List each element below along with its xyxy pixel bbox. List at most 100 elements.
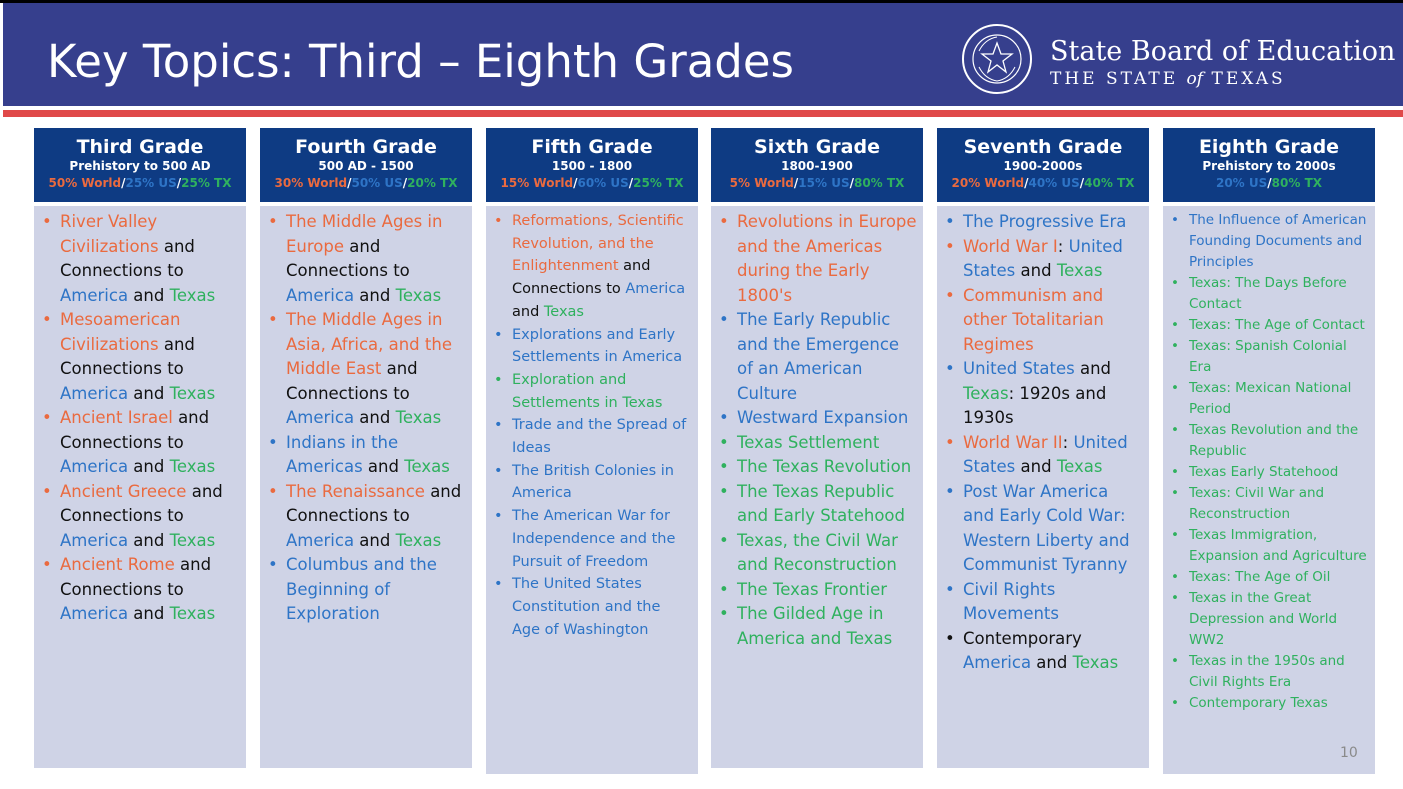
topic-text: Communism and other Totalitarian Regimes [963, 285, 1104, 354]
bullet-icon: • [945, 432, 955, 452]
topic-text: The Early Republic and the Emergence of … [737, 310, 900, 403]
topic-item: • Ancient Greece and Connections to Ameri… [40, 480, 240, 554]
bullet-icon: • [945, 236, 955, 256]
topic-list: • The Progressive Era • World War I: United… [943, 210, 1143, 676]
bullet-icon: • [1171, 695, 1179, 711]
grade-name: Fifth Grade [531, 136, 653, 158]
topic-text: Columbus and the Beginning of Exploratio… [286, 555, 437, 623]
topic-item: • Exploration and Settlements in Texas [492, 369, 692, 414]
topic-item: • The Renaissance and Connections to Amer… [266, 480, 466, 554]
topic-item: • The Texas Revolution [717, 455, 917, 480]
topic-text: Texas [1056, 261, 1103, 280]
bullet-icon: • [42, 408, 52, 427]
bullet-icon: • [1171, 590, 1179, 606]
topic-text: Texas [963, 383, 1009, 403]
topic-text: Post War America and Early Cold War: Wes… [963, 481, 1130, 575]
topic-item: • Contemporary America and Texas [943, 627, 1143, 676]
topic-item: • The Gilded Age in America and Texas [717, 602, 917, 651]
topic-text: and [1031, 653, 1073, 672]
bullet-icon: • [945, 285, 955, 305]
bullet-icon: • [1171, 212, 1179, 228]
bullet-icon: • [945, 359, 955, 378]
bullet-icon: • [494, 326, 503, 343]
bullet-icon: • [268, 310, 278, 329]
topic-item: • Explorations and Early Settlements in A… [492, 324, 692, 369]
topic-text: Texas [1072, 653, 1119, 672]
percentage-segment: / [849, 176, 854, 190]
grade-column-header: Fifth Grade 1500 - 1800 15% World/60% US/2… [486, 128, 698, 202]
topic-item: • The Middle Ages in Asia, Africa, and th… [266, 308, 466, 431]
topic-item: • Texas: Mexican National Period [1169, 378, 1369, 420]
grade-column-header: Sixth Grade 1800-1900 5% World/15% US/80% … [711, 128, 923, 202]
bullet-icon: • [1171, 653, 1179, 669]
grade-column-header: Seventh Grade 1900-2000s 20% World/40% US/… [937, 128, 1149, 202]
topic-list-panel: • The Influence of American Founding Docu… [1163, 206, 1375, 774]
topic-text: Texas [395, 285, 442, 305]
topic-text: The Middle Ages in Asia, Africa, and the… [286, 310, 452, 378]
topic-text: and Connections to [286, 359, 418, 403]
percentage-segment: 25% US [125, 176, 177, 190]
topic-item: • World War I: United States and Texas [943, 235, 1143, 284]
topic-text: and [354, 530, 396, 550]
bullet-icon: • [1171, 338, 1179, 354]
topic-item: • The Progressive Era [943, 210, 1143, 235]
topic-list: • The Influence of American Founding Docu… [1169, 210, 1369, 714]
topic-list: • River Valley Civilizations and Connecti… [40, 210, 240, 627]
grade-column: Third Grade Prehistory to 500 AD 50% World… [34, 128, 246, 768]
topic-text: and Connections to [60, 408, 210, 452]
topic-text: The Influence of American Founding Docum… [1189, 212, 1367, 270]
grade-period: 1800-1900 [781, 159, 853, 173]
topic-text: America [60, 530, 129, 550]
topic-list: • Reformations, Scientific Revolution, an… [492, 210, 692, 641]
grade-percentages: 15% World/60% US/25% TX [486, 175, 698, 192]
bullet-icon: • [945, 579, 955, 599]
topic-text: Texas Settlement [737, 432, 880, 452]
topic-text: The Renaissance [286, 481, 425, 501]
topic-text: America [963, 653, 1032, 672]
bullet-icon: • [945, 212, 955, 231]
topic-item: • Reformations, Scientific Revolution, an… [492, 210, 692, 324]
topic-text: and [128, 604, 170, 623]
grade-period: 500 AD - 1500 [318, 159, 414, 173]
topic-item: • Ancient Rome and Connections to America… [40, 553, 240, 627]
topic-text: Trade and the Spread of Ideas [512, 417, 687, 457]
topic-list-panel: • Reformations, Scientific Revolution, an… [486, 206, 698, 774]
grade-percentages: 30% World/50% US/20% TX [260, 175, 472, 192]
topic-item: • Communism and other Totalitarian Regime… [943, 284, 1143, 358]
topic-text: and [1015, 457, 1057, 476]
topic-text: America [60, 383, 129, 403]
bullet-icon: • [494, 462, 503, 479]
topic-text: Texas [169, 383, 216, 403]
topic-list-panel: • The Progressive Era • World War I: United… [937, 206, 1149, 768]
percentage-segment: 15% World [500, 176, 574, 190]
topic-text: and Connections to [60, 334, 195, 379]
topic-item: • Post War America and Early Cold War: We… [943, 480, 1143, 578]
topic-item: • Texas Settlement [717, 431, 917, 456]
grade-column: Seventh Grade 1900-2000s 20% World/40% US/… [937, 128, 1149, 768]
grade-percentages: 20% US/80% TX [1163, 175, 1375, 192]
topic-text: Contemporary [963, 628, 1082, 648]
topic-item: • Texas: The Days Before Contact [1169, 273, 1369, 315]
topic-list-panel: • The Middle Ages in Europe and Connectio… [260, 206, 472, 768]
percentage-segment: / [628, 176, 634, 190]
percentage-segment: 40% US [1028, 176, 1080, 190]
topic-item: • Texas Revolution and the Republic [1169, 420, 1369, 462]
topic-item: • Texas in the Great Depression and World… [1169, 588, 1369, 651]
bullet-icon: • [1171, 275, 1179, 291]
topic-text: Texas [404, 457, 450, 476]
grade-percentages: 50% World/25% US/25% TX [34, 175, 246, 192]
grade-period: 1900-2000s [1003, 159, 1083, 173]
bullet-icon: • [719, 310, 729, 329]
topic-item: • Texas: The Age of Oil [1169, 567, 1369, 588]
bullet-icon: • [1171, 380, 1179, 396]
topic-text: The United States Constitution and the A… [512, 576, 661, 638]
topic-text: The Gilded Age in America and Texas [737, 604, 893, 648]
bullet-icon: • [1171, 317, 1179, 333]
topic-list-panel: • Revolutions in Europe and the Americas … [711, 206, 923, 768]
bullet-icon: • [719, 530, 729, 550]
bullet-icon: • [494, 417, 503, 434]
topic-item: • Texas in the 1950s and Civil Rights Era [1169, 651, 1369, 693]
topic-text: : [1062, 432, 1074, 452]
topic-text: and [128, 383, 170, 403]
topic-item: • Westward Expansion [717, 406, 917, 431]
